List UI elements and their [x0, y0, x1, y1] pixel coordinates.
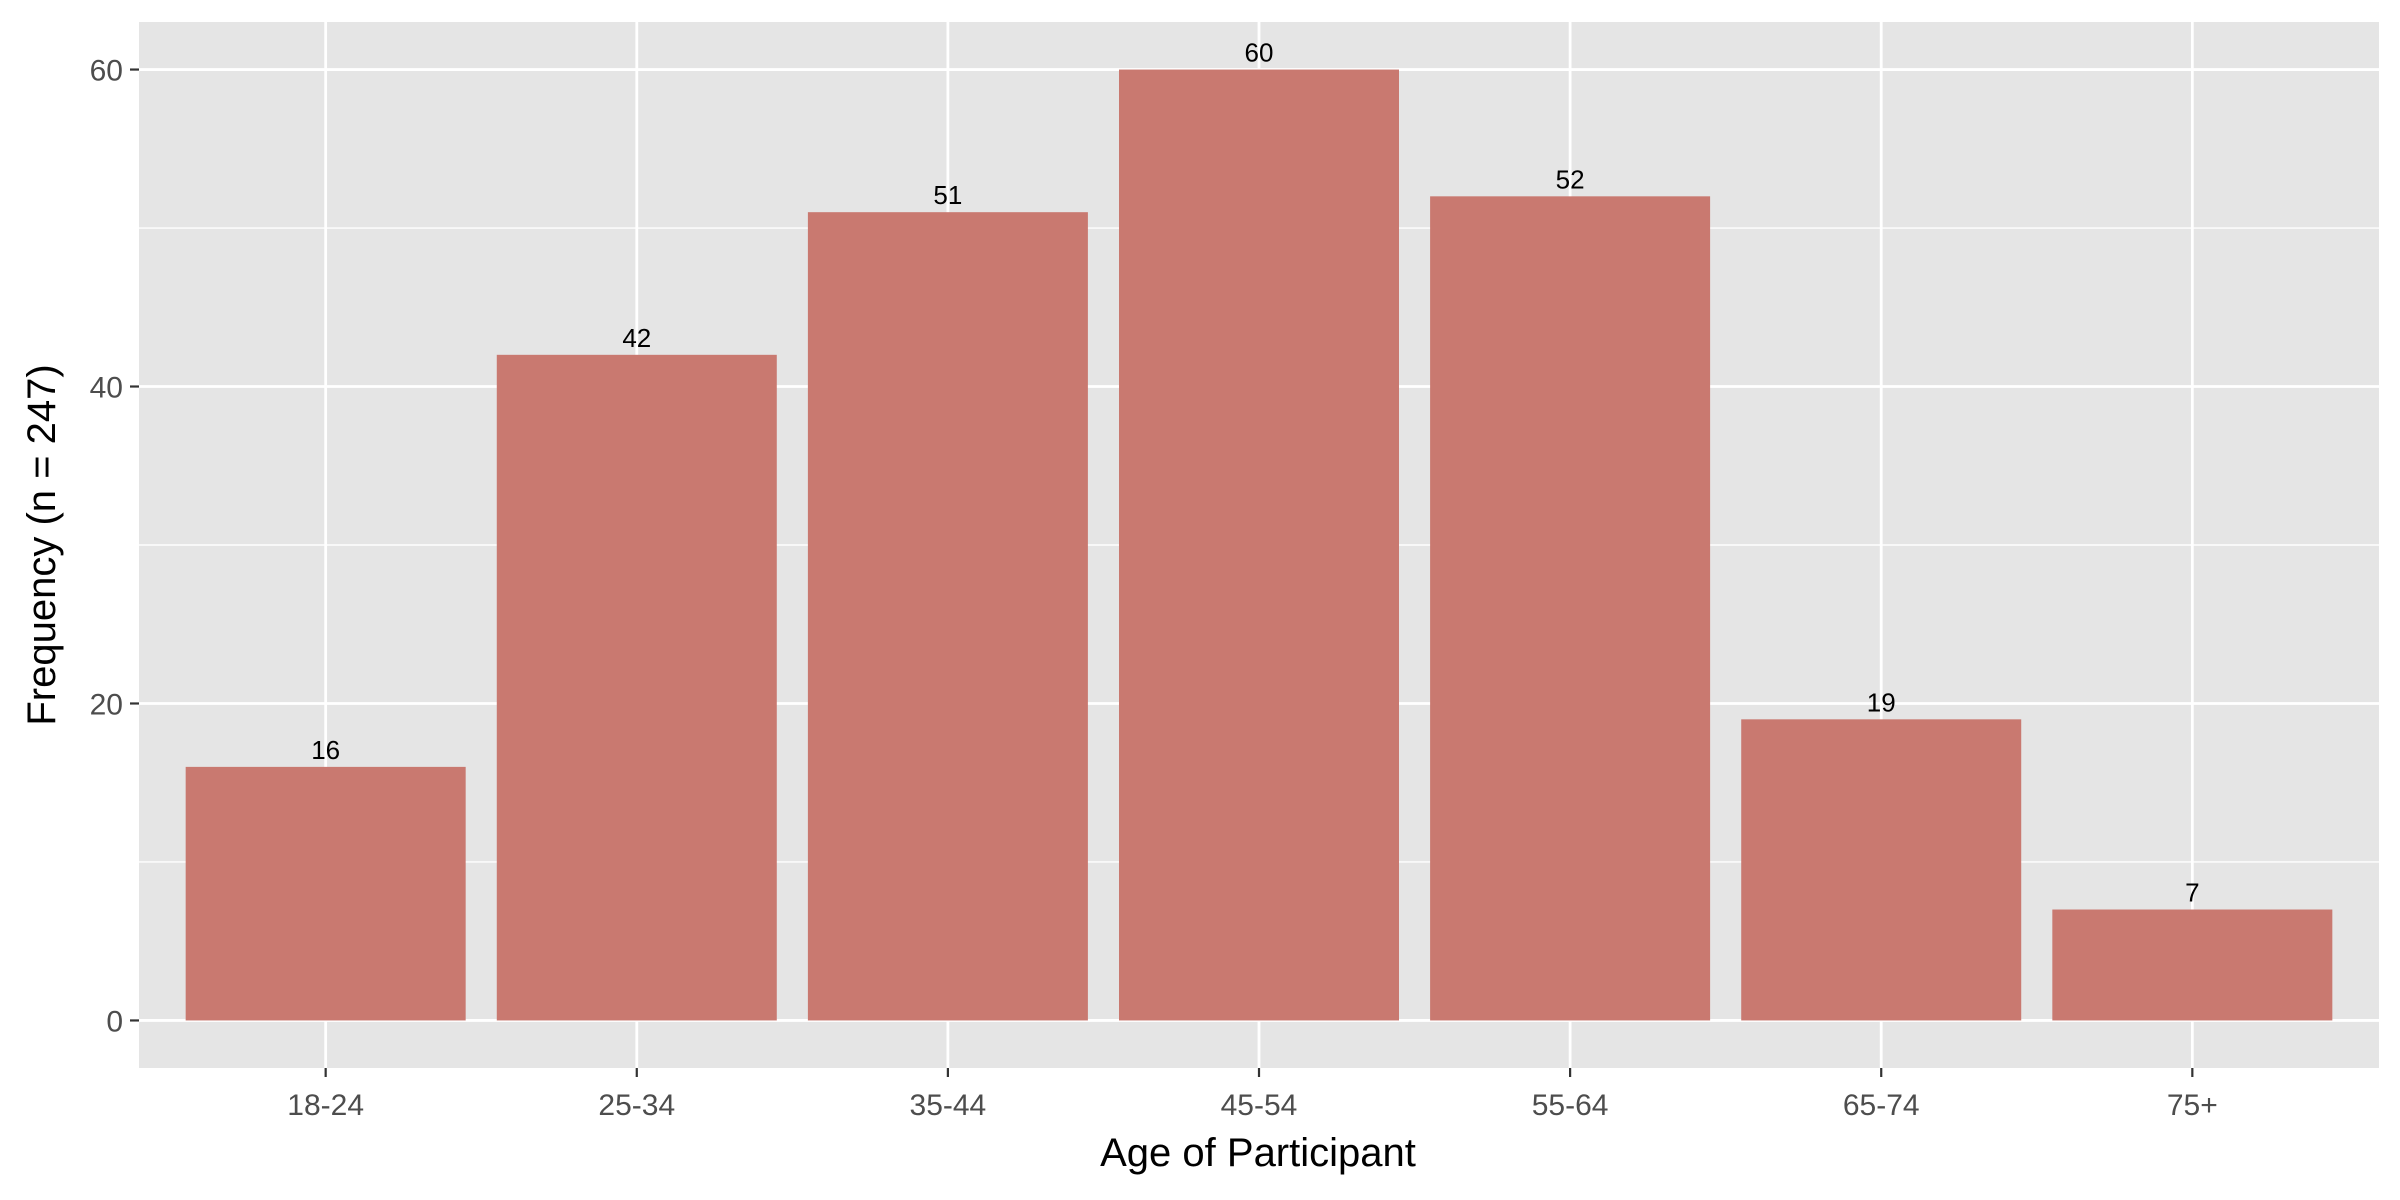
x-tick-label-75+: 75+ [2167, 1089, 2218, 1122]
x-tick-label-35-44: 35-44 [910, 1089, 987, 1122]
y-tick-label-20: 20 [90, 688, 123, 721]
x-tick-label-45-54: 45-54 [1221, 1089, 1298, 1122]
y-tick-label-0: 0 [106, 1005, 123, 1038]
x-axis: 18-24 25-34 35-44 45-54 55-64 65-74 75+ [287, 1068, 2218, 1122]
x-axis-title: Age of Participant [1100, 1131, 1416, 1175]
data-label-55-64: 52 [1556, 164, 1585, 194]
y-axis-title: Frequency (n = 247) [20, 364, 64, 725]
x-tick-label-18-24: 18-24 [287, 1089, 364, 1122]
bars [185, 69, 2333, 1021]
y-tick-label-60: 60 [90, 55, 123, 88]
data-label-75+: 7 [2185, 878, 2199, 908]
bar-75+ [2052, 909, 2333, 1021]
data-labels: 16 42 51 60 52 19 7 [311, 38, 2199, 908]
y-axis: 0 20 40 60 [90, 55, 139, 1038]
x-tick-label-25-34: 25-34 [598, 1089, 675, 1122]
y-tick-label-40: 40 [90, 372, 123, 405]
bar-18-24 [185, 766, 466, 1021]
data-label-25-34: 42 [622, 323, 651, 353]
data-label-45-54: 60 [1245, 38, 1274, 68]
bar-25-34 [496, 354, 777, 1021]
x-tick-label-55-64: 55-64 [1532, 1089, 1609, 1122]
data-label-65-74: 19 [1867, 687, 1896, 717]
bar-45-54 [1119, 69, 1399, 1021]
bar-35-44 [807, 212, 1088, 1021]
bar-55-64 [1430, 196, 1711, 1021]
bar-65-74 [1741, 719, 2022, 1021]
x-tick-label-65-74: 65-74 [1843, 1089, 1920, 1122]
data-label-35-44: 51 [933, 180, 962, 210]
data-label-18-24: 16 [311, 735, 340, 765]
